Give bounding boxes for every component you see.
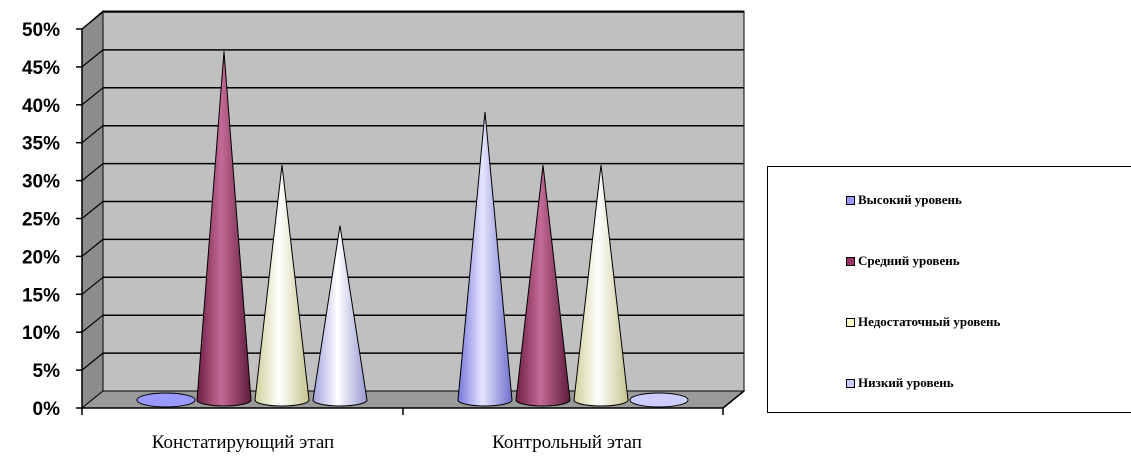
cone-base — [136, 392, 196, 408]
y-tick-label: 30% — [22, 172, 60, 193]
y-tick-label: 20% — [22, 247, 60, 268]
cone-1-0 — [457, 111, 513, 407]
y-tick-label: 45% — [22, 58, 60, 79]
cone-body — [457, 111, 513, 407]
gridline-side — [81, 201, 104, 219]
cone-0-2 — [254, 164, 310, 407]
cone-1-3 — [629, 392, 689, 408]
gridline-side — [81, 314, 104, 333]
y-tick-label: 35% — [22, 134, 60, 155]
cone-body — [312, 225, 368, 407]
legend-swatch — [846, 317, 855, 327]
gridline-side — [81, 276, 104, 295]
y-tick-label: 50% — [22, 20, 60, 41]
chart-legend: Высокий уровень Средний уровень Недостат… — [767, 166, 1131, 413]
cone-body — [573, 164, 629, 407]
legend-label: Средний уровень — [858, 253, 960, 268]
y-tick-label: 15% — [22, 285, 60, 306]
x-category-label: Контрольный этап — [492, 432, 642, 453]
y-tick-label: 5% — [33, 361, 61, 382]
cone-1-2 — [573, 164, 629, 407]
y-tick-label: 10% — [22, 323, 60, 344]
floor-edge — [722, 390, 745, 409]
legend-item: Недостаточный уровень — [846, 314, 1000, 330]
gridline-side — [81, 11, 104, 30]
x-category-label: Констатирующий этап — [152, 432, 334, 453]
cone-base — [629, 392, 689, 408]
legend-swatch — [846, 256, 855, 266]
legend-item: Высокий уровень — [846, 192, 962, 208]
cone-0-0 — [136, 392, 196, 408]
gridline-side — [81, 49, 104, 68]
y-tick-label: 0% — [33, 399, 61, 420]
y-tick-label: 40% — [22, 96, 60, 117]
legend-label: Недостаточный уровень — [858, 314, 1001, 329]
cone-0-3 — [312, 225, 368, 407]
cone-body — [254, 164, 310, 407]
legend-label: Низкий уровень — [858, 375, 954, 390]
cone-body — [515, 164, 571, 407]
gridline-side — [81, 352, 104, 371]
gridline-side — [81, 163, 104, 182]
cone-body — [196, 51, 252, 407]
legend-label: Высокий уровень — [858, 192, 962, 207]
cone-0-1 — [196, 51, 252, 407]
gridline-side — [81, 238, 104, 257]
legend-swatch — [846, 195, 855, 205]
gridline-side — [81, 87, 104, 106]
legend-item: Средний уровень — [846, 253, 960, 269]
legend-swatch — [846, 378, 855, 388]
y-tick-label: 25% — [22, 210, 60, 231]
gridline-side — [81, 125, 104, 144]
cone-1-1 — [515, 164, 571, 407]
legend-item: Низкий уровень — [846, 375, 954, 391]
